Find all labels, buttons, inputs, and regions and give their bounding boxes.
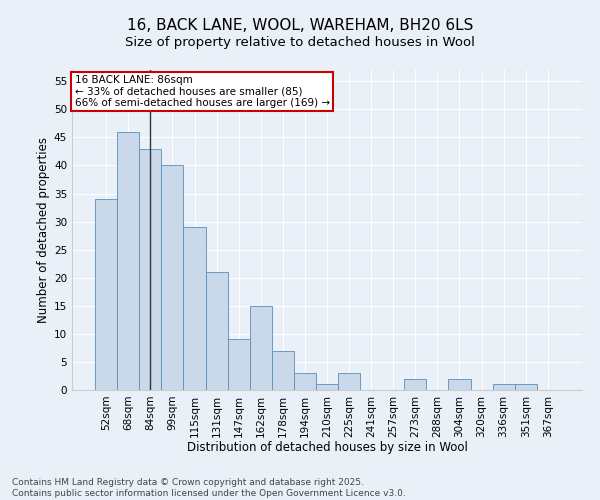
Bar <box>404 379 427 390</box>
Bar <box>117 132 139 390</box>
X-axis label: Distribution of detached houses by size in Wool: Distribution of detached houses by size … <box>187 441 467 454</box>
Bar <box>338 373 360 390</box>
Bar <box>206 272 227 390</box>
Bar <box>95 199 117 390</box>
Bar <box>272 350 294 390</box>
Y-axis label: Number of detached properties: Number of detached properties <box>37 137 50 323</box>
Bar <box>515 384 537 390</box>
Bar <box>294 373 316 390</box>
Bar <box>493 384 515 390</box>
Text: Size of property relative to detached houses in Wool: Size of property relative to detached ho… <box>125 36 475 49</box>
Text: 16 BACK LANE: 86sqm
← 33% of detached houses are smaller (85)
66% of semi-detach: 16 BACK LANE: 86sqm ← 33% of detached ho… <box>74 75 329 108</box>
Bar <box>250 306 272 390</box>
Bar <box>448 379 470 390</box>
Bar <box>139 148 161 390</box>
Text: 16, BACK LANE, WOOL, WAREHAM, BH20 6LS: 16, BACK LANE, WOOL, WAREHAM, BH20 6LS <box>127 18 473 32</box>
Text: Contains HM Land Registry data © Crown copyright and database right 2025.
Contai: Contains HM Land Registry data © Crown c… <box>12 478 406 498</box>
Bar <box>316 384 338 390</box>
Bar <box>184 227 206 390</box>
Bar <box>161 166 184 390</box>
Bar <box>227 340 250 390</box>
